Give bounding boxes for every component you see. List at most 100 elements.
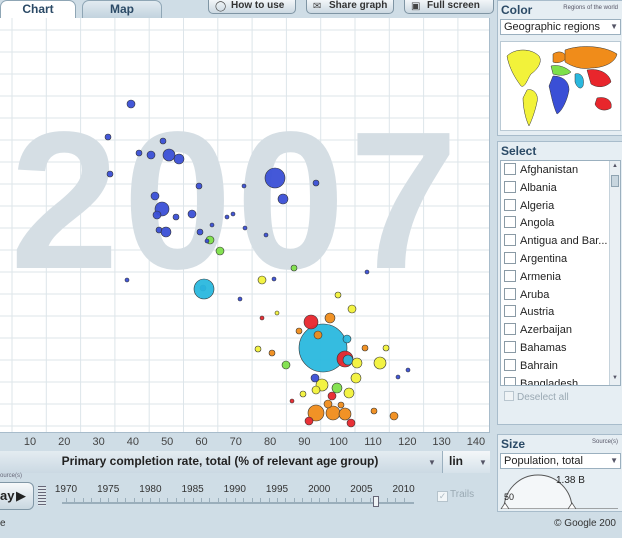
country-bubble[interactable] bbox=[237, 296, 243, 302]
country-bubble[interactable] bbox=[395, 374, 401, 380]
country-bubble[interactable] bbox=[312, 179, 320, 187]
country-bubble[interactable] bbox=[343, 387, 355, 399]
country-list-item[interactable]: Afghanistan bbox=[504, 163, 578, 181]
checkbox-icon[interactable] bbox=[504, 252, 516, 264]
country-bubble[interactable] bbox=[289, 398, 295, 404]
checkbox-icon[interactable] bbox=[504, 234, 516, 247]
country-list-item[interactable]: Algeria bbox=[504, 198, 554, 217]
country-bubble[interactable] bbox=[162, 148, 176, 162]
country-bubble[interactable] bbox=[370, 407, 378, 415]
country-bubble[interactable] bbox=[277, 193, 289, 205]
checkbox-icon[interactable] bbox=[504, 180, 516, 193]
country-bubble[interactable] bbox=[271, 276, 277, 282]
country-bubble[interactable] bbox=[259, 315, 265, 321]
country-bubble[interactable] bbox=[159, 137, 167, 145]
size-indicator-select[interactable]: Population, total ▼ bbox=[500, 453, 621, 469]
country-bubble[interactable] bbox=[389, 411, 399, 421]
how-to-use-button[interactable]: ◯ How to use bbox=[208, 0, 296, 14]
country-bubble[interactable] bbox=[347, 304, 357, 314]
size-panel-info[interactable]: Source(s) bbox=[591, 439, 618, 445]
share-graph-button[interactable]: ✉ Share graph bbox=[306, 0, 394, 14]
country-list-item[interactable]: Angola bbox=[504, 216, 554, 234]
country-bubble[interactable] bbox=[338, 407, 352, 421]
country-list-item[interactable]: Argentina bbox=[504, 252, 567, 270]
scroll-down-icon[interactable]: ▼ bbox=[612, 375, 618, 381]
country-bubble[interactable] bbox=[337, 401, 345, 409]
country-list-item[interactable]: Antigua and Bar... bbox=[504, 234, 607, 252]
country-bubble[interactable] bbox=[346, 418, 356, 428]
country-bubble[interactable] bbox=[224, 214, 230, 220]
color-panel-info[interactable]: Regions of the world bbox=[563, 5, 618, 11]
country-list-item[interactable]: Azerbaijan bbox=[504, 323, 572, 341]
country-list-item[interactable]: Bangladesh bbox=[504, 376, 578, 385]
country-bubble[interactable] bbox=[172, 213, 180, 221]
country-bubble[interactable] bbox=[160, 226, 172, 238]
country-bubble[interactable] bbox=[373, 356, 387, 370]
checkbox-icon[interactable] bbox=[504, 269, 516, 282]
country-bubble[interactable] bbox=[313, 330, 323, 340]
deselect-all-button[interactable]: Deselect all bbox=[504, 391, 569, 403]
country-bubble[interactable] bbox=[307, 404, 325, 422]
country-bubble[interactable] bbox=[173, 153, 185, 165]
x-axis-selector[interactable]: Primary completion rate, total (% of rel… bbox=[0, 451, 470, 473]
country-bubble[interactable] bbox=[350, 372, 362, 384]
color-indicator-select[interactable]: Geographic regions ▼ bbox=[500, 19, 621, 35]
country-bubble[interactable] bbox=[299, 390, 307, 398]
checkbox-icon[interactable] bbox=[504, 216, 516, 229]
checkbox-icon[interactable] bbox=[504, 358, 516, 371]
country-bubble[interactable] bbox=[257, 275, 267, 285]
country-bubble[interactable] bbox=[193, 278, 215, 300]
timeline-track[interactable] bbox=[62, 502, 414, 504]
country-bubble[interactable] bbox=[274, 310, 280, 316]
country-list-item[interactable]: Bahrain bbox=[504, 358, 558, 377]
country-bubble[interactable] bbox=[327, 391, 337, 401]
trails-toggle[interactable]: ✓ Trails bbox=[437, 489, 474, 502]
country-bubble[interactable] bbox=[342, 334, 352, 344]
scroll-up-icon[interactable]: ▲ bbox=[612, 163, 618, 169]
country-bubble[interactable] bbox=[209, 222, 215, 228]
country-bubble[interactable] bbox=[195, 182, 203, 190]
country-bubble[interactable] bbox=[230, 211, 236, 217]
size-range-gauge[interactable] bbox=[500, 469, 621, 509]
tab-chart[interactable]: Chart bbox=[0, 0, 76, 18]
country-bubble[interactable] bbox=[364, 269, 370, 275]
bubble-chart[interactable]: 2007 ↖ bbox=[0, 18, 490, 433]
country-bubble[interactable] bbox=[304, 416, 314, 426]
country-bubble[interactable] bbox=[351, 357, 363, 369]
country-bubble[interactable] bbox=[124, 277, 130, 283]
country-bubble[interactable] bbox=[324, 312, 336, 324]
country-bubble[interactable] bbox=[215, 246, 225, 256]
play-button[interactable]: ay ▶ bbox=[0, 482, 34, 510]
country-bubble[interactable] bbox=[135, 149, 143, 157]
country-bubble[interactable] bbox=[263, 232, 269, 238]
country-bubble[interactable] bbox=[281, 360, 291, 370]
sources-label[interactable]: ource(s) bbox=[0, 473, 23, 479]
checkbox-icon[interactable] bbox=[504, 287, 516, 300]
country-list-item[interactable]: Albania bbox=[504, 180, 557, 199]
country-bubble[interactable] bbox=[310, 373, 320, 383]
country-bubble[interactable] bbox=[196, 228, 204, 236]
country-bubble[interactable] bbox=[303, 314, 319, 330]
country-bubble[interactable] bbox=[126, 99, 136, 109]
country-bubble[interactable] bbox=[150, 191, 160, 201]
country-bubble[interactable] bbox=[106, 170, 114, 178]
country-bubble[interactable] bbox=[295, 327, 303, 335]
country-list-item[interactable]: Armenia bbox=[504, 269, 561, 288]
checkbox-icon[interactable] bbox=[504, 198, 516, 211]
country-bubble[interactable] bbox=[334, 291, 342, 299]
country-bubble[interactable] bbox=[382, 344, 390, 352]
country-bubble[interactable] bbox=[290, 264, 298, 272]
checkbox-icon[interactable] bbox=[504, 376, 516, 385]
size-max-handle[interactable] bbox=[567, 502, 577, 509]
checkbox-icon[interactable] bbox=[504, 323, 516, 336]
country-bubble[interactable] bbox=[241, 183, 247, 189]
country-list[interactable]: Afghanistan Albania Algeria Angola Antigua a… bbox=[500, 160, 621, 386]
country-list-item[interactable]: Bahamas bbox=[504, 341, 566, 359]
country-bubble[interactable] bbox=[152, 210, 162, 220]
country-bubble[interactable] bbox=[361, 344, 369, 352]
country-bubble[interactable] bbox=[331, 382, 343, 394]
country-bubble[interactable] bbox=[323, 399, 333, 409]
scrollbar-thumb[interactable] bbox=[611, 175, 619, 187]
country-bubble[interactable] bbox=[298, 323, 348, 373]
country-bubble[interactable] bbox=[242, 225, 248, 231]
